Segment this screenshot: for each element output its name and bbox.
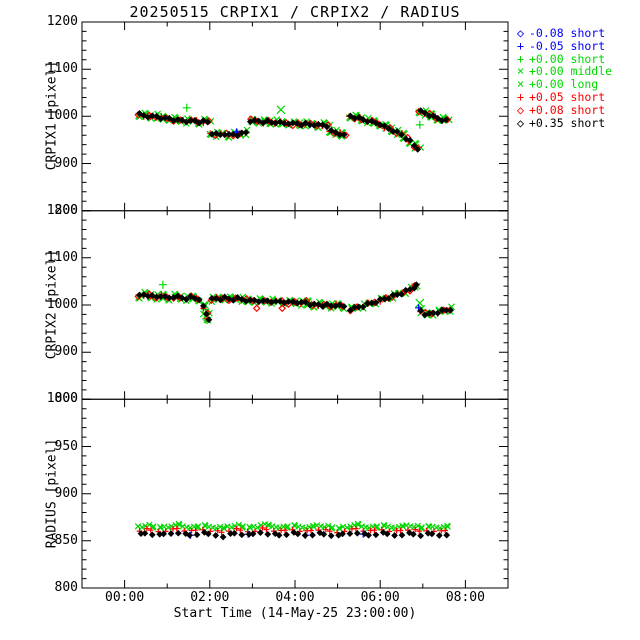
legend-label: +0.00 middle [529, 64, 613, 79]
legend-symbol-icon: ◇ [516, 115, 525, 130]
legend-label: +0.00 short [529, 51, 606, 66]
legend-symbol-icon: + [516, 51, 525, 66]
legend-item: + +0.00 short [512, 51, 612, 66]
panel-frame [81, 398, 509, 589]
legend-symbol-icon: + [516, 38, 525, 53]
legend-item: + +0.05 short [512, 91, 612, 104]
y-tick-label: 800 [54, 580, 78, 595]
legend-label: +0.35 short [529, 115, 606, 130]
y-tick-label: 1200 [46, 202, 78, 218]
legend-item: ◇ +0.08 short [512, 102, 612, 117]
y-tick-label: 1100 [46, 61, 78, 77]
legend-item: ◇ -0.08 short [512, 27, 612, 40]
panel-crpix1 [81, 21, 509, 212]
axis-ticks [82, 210, 508, 400]
legend-label: +0.08 short [529, 102, 606, 117]
x-tick-label: 06:00 [360, 590, 400, 605]
axis-ticks [82, 398, 508, 589]
x-tick-label: 00:00 [105, 590, 145, 605]
legend-label: -0.05 short [529, 38, 606, 53]
legend-symbol-icon: ◇ [516, 102, 525, 117]
legend-item: × +0.00 long [512, 78, 612, 91]
y-tick-label: 1000 [46, 297, 78, 312]
x-tick-label: 04:00 [275, 590, 315, 605]
axis-ticks [82, 21, 508, 212]
y-tick-label: 1100 [46, 249, 78, 265]
x-tick-label: 08:00 [445, 590, 485, 605]
crpix2-black-markers [136, 281, 454, 324]
crpix1-red-markers [134, 107, 452, 151]
crpix1-black-markers [136, 107, 450, 153]
legend-label: -0.08 short [529, 26, 606, 40]
y-tick-label: 1000 [46, 391, 78, 407]
x-axis-label: Start Time (14-May-25 23:00:00) [173, 606, 417, 621]
legend-symbol-icon: + [516, 89, 525, 104]
plot-title: 20250515 CRPIX1 / CRPIX2 / RADIUS [129, 3, 461, 21]
legend-symbol-icon: × [516, 64, 525, 79]
y-tick-label: 950 [54, 438, 78, 454]
y-tick-label: 800 [54, 202, 78, 218]
legend: ◇ -0.08 short + -0.05 short + +0.00 short ×… [512, 27, 612, 129]
y-tick-label: 850 [54, 532, 78, 548]
y-tick-label: 900 [54, 344, 78, 360]
y-tick-label: 1200 [46, 14, 78, 29]
panel-crpix2 [81, 210, 509, 400]
radius-red-markers [136, 525, 448, 536]
legend-item: ◇ +0.35 short [512, 115, 612, 130]
y-tick-label: 1000 [46, 108, 78, 124]
legend-item: + -0.05 short [512, 38, 612, 53]
legend-label: +0.00 long [529, 77, 599, 92]
radius-black-markers [137, 529, 451, 541]
panel-radius [81, 398, 509, 589]
x-tick-label: 02:00 [190, 590, 230, 605]
legend-symbol-icon: ◇ [516, 26, 525, 40]
legend-label: +0.05 short [529, 89, 606, 104]
legend-item: × +0.00 middle [512, 65, 612, 78]
y-tick-label: 900 [54, 485, 78, 501]
radius-green-markers [134, 520, 451, 533]
legend-symbol-icon: × [516, 77, 525, 92]
y-tick-label: 900 [54, 155, 78, 171]
y-tick-label: 800 [54, 391, 78, 407]
